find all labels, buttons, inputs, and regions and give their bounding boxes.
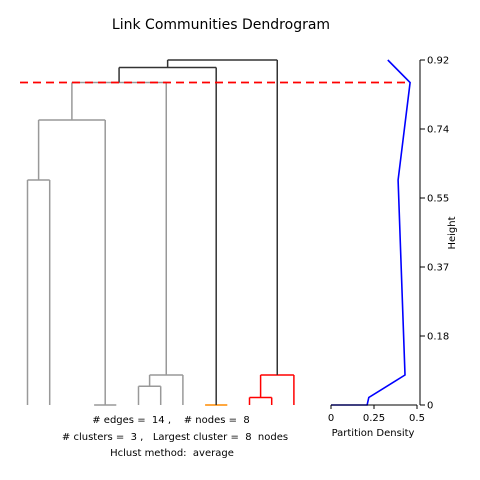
partition-density-layer — [331, 59, 411, 406]
height-tick-label-5: 0.92 — [427, 56, 449, 67]
stats-line-2: # clusters = 3 , Largest cluster = 8 nod… — [62, 432, 288, 443]
stats-line-3: Hclust method: average — [110, 448, 234, 459]
height-axis: 0 0.18 0.37 0.55 0.74 0.92 — [419, 56, 449, 412]
dendrogram-tree — [26, 59, 295, 406]
stats-line-1: # edges = 14 , # nodes = 8 — [92, 415, 249, 426]
partition-density-line — [331, 59, 411, 406]
partition-density-label: Partition Density — [332, 428, 415, 439]
height-tick-label-4: 0.74 — [427, 125, 449, 136]
partition-tick-label-1: 0.25 — [363, 413, 385, 424]
partition-density-axis: 0 0.25 0.5 — [328, 404, 425, 424]
chart-title: Link Communities Dendrogram — [112, 17, 330, 33]
height-tick-label-3: 0.55 — [427, 194, 449, 205]
height-tick-label-1: 0.18 — [427, 332, 449, 343]
partition-tick-label-2: 0.5 — [409, 413, 425, 424]
y-axis-label: Height — [447, 216, 458, 249]
height-tick-label-2: 0.37 — [427, 263, 449, 274]
height-tick-label-0: 0 — [427, 401, 433, 412]
partition-tick-label-0: 0 — [328, 413, 334, 424]
